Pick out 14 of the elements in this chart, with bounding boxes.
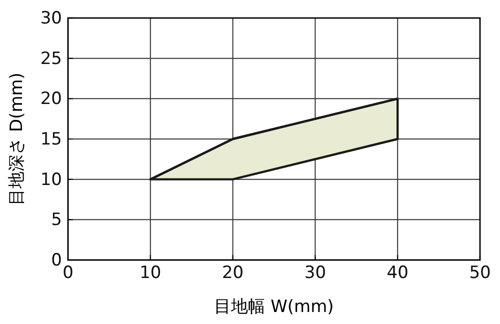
y-tick-label: 10 <box>40 170 62 190</box>
x-tick-label: 20 <box>222 263 244 284</box>
x-tick-label: 10 <box>140 263 162 284</box>
x-tick-label: 40 <box>386 263 408 284</box>
y-tick-label: 30 <box>40 8 62 28</box>
y-tick-label: 15 <box>40 129 62 150</box>
x-tick-label: 30 <box>304 263 326 284</box>
y-tick-label: 5 <box>51 210 62 230</box>
x-tick-label: 50 <box>469 263 491 284</box>
x-axis-title: 目地幅 W(mm) <box>214 297 334 317</box>
y-tick-label: 20 <box>40 89 62 110</box>
y-tick-label: 0 <box>51 250 62 270</box>
y-tick-label: 25 <box>40 48 62 69</box>
y-axis-title: 目地深さ D(mm) <box>7 72 27 206</box>
